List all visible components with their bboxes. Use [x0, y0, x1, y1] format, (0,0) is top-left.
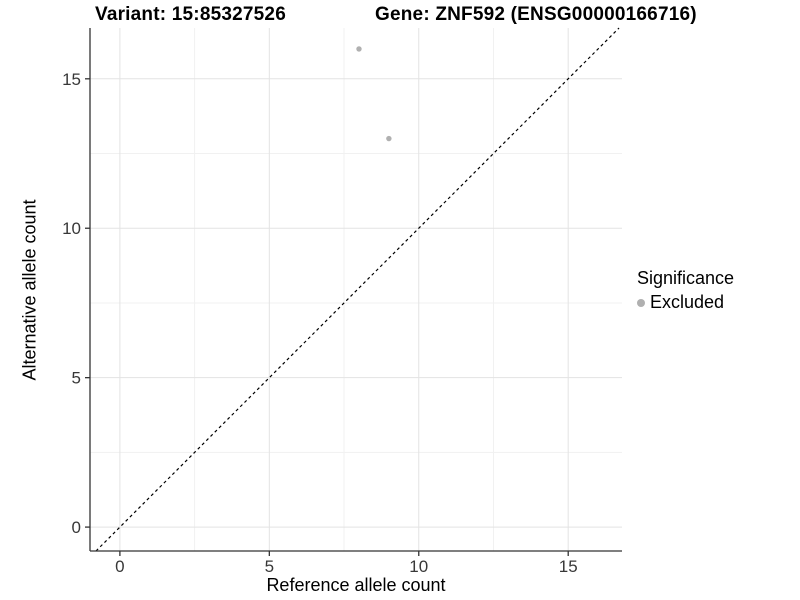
legend-title: Significance: [637, 268, 735, 288]
legend-item-excluded: Excluded: [637, 292, 734, 313]
data-point: [386, 135, 392, 142]
excluded-point-swatch: [637, 298, 645, 307]
legend-item-label: Excluded: [650, 292, 725, 312]
x-tick-label: 15: [559, 557, 578, 576]
legend: Significance Excluded: [637, 268, 734, 313]
y-tick-label: 0: [72, 518, 81, 537]
y-axis-title: Alternative allele count: [19, 199, 40, 381]
data-point: [356, 46, 362, 52]
x-tick-label: 10: [409, 557, 428, 576]
y-tick-label: 10: [62, 219, 81, 238]
identity-line: [95, 27, 620, 552]
variant-title: Variant: 15:85327526: [95, 4, 286, 25]
x-axis-title: Reference allele count: [266, 575, 446, 595]
y-tick-label: 5: [72, 369, 81, 388]
x-tick-label: 0: [115, 557, 124, 576]
y-tick-label: 15: [62, 70, 81, 89]
gene-title: Gene: ZNF592 (ENSG00000166716): [375, 4, 697, 25]
x-tick-label: 5: [265, 557, 274, 576]
